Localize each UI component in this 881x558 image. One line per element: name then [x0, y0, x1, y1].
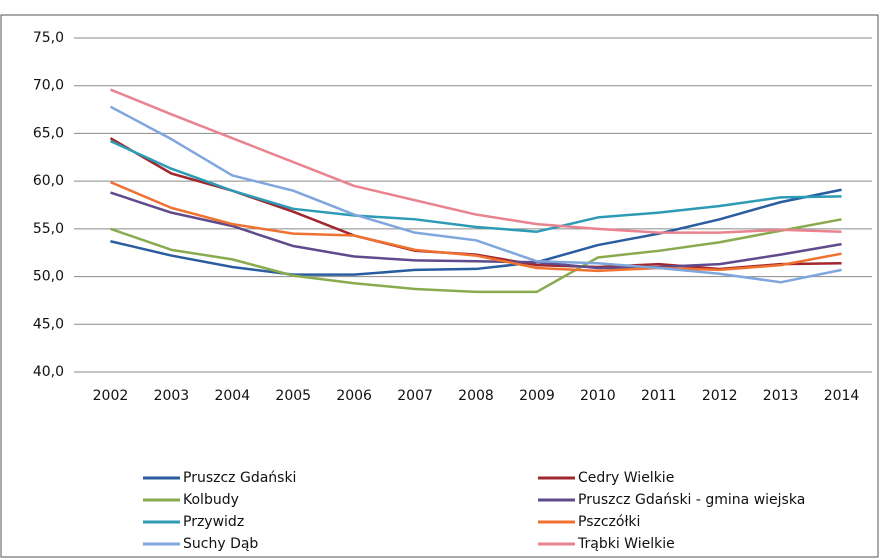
- series-line: [110, 188, 842, 276]
- x-tick-label: 2004: [214, 388, 250, 404]
- series-line: [109, 139, 842, 233]
- series-line: [110, 218, 842, 294]
- legend-label: Kolbudy: [183, 492, 239, 508]
- legend-label: Pruszcz Gdański: [183, 470, 296, 486]
- y-tick-label: 50,0: [33, 269, 64, 285]
- legend-label: Cedry Wielkie: [578, 470, 674, 486]
- x-tick-label: 2002: [93, 388, 129, 404]
- x-tick-label: 2007: [397, 388, 433, 404]
- legend-label: Suchy Dąb: [183, 536, 258, 552]
- y-tick-label: 55,0: [33, 221, 64, 237]
- x-tick-label: 2010: [580, 388, 616, 404]
- series-line: [109, 105, 842, 284]
- series-line: [110, 191, 842, 270]
- x-tick-label: 2014: [824, 388, 860, 404]
- legend-label: Trąbki Wielkie: [577, 536, 675, 552]
- series-line: [109, 180, 842, 273]
- y-tick-label: 40,0: [33, 364, 64, 380]
- legend-label: Pruszcz Gdański - gmina wiejska: [578, 492, 805, 508]
- x-tick-label: 2008: [458, 388, 494, 404]
- y-tick-label: 60,0: [33, 173, 64, 189]
- legend-label: Pszczółki: [578, 514, 640, 530]
- y-tick-label: 70,0: [33, 78, 64, 94]
- x-tick-label: 2006: [336, 388, 372, 404]
- series-line: [109, 88, 842, 234]
- legend-label: Przywidz: [183, 514, 244, 530]
- x-tick-label: 2012: [702, 388, 738, 404]
- x-tick-label: 2005: [275, 388, 311, 404]
- chart-frame: [0, 14, 879, 558]
- y-tick-label: 45,0: [33, 316, 64, 332]
- y-tick-label: 65,0: [33, 125, 64, 141]
- x-tick-label: 2011: [641, 388, 677, 404]
- x-tick-label: 2009: [519, 388, 555, 404]
- x-tick-label: 2003: [154, 388, 190, 404]
- x-tick-label: 2013: [763, 388, 799, 404]
- y-tick-label: 75,0: [33, 30, 64, 46]
